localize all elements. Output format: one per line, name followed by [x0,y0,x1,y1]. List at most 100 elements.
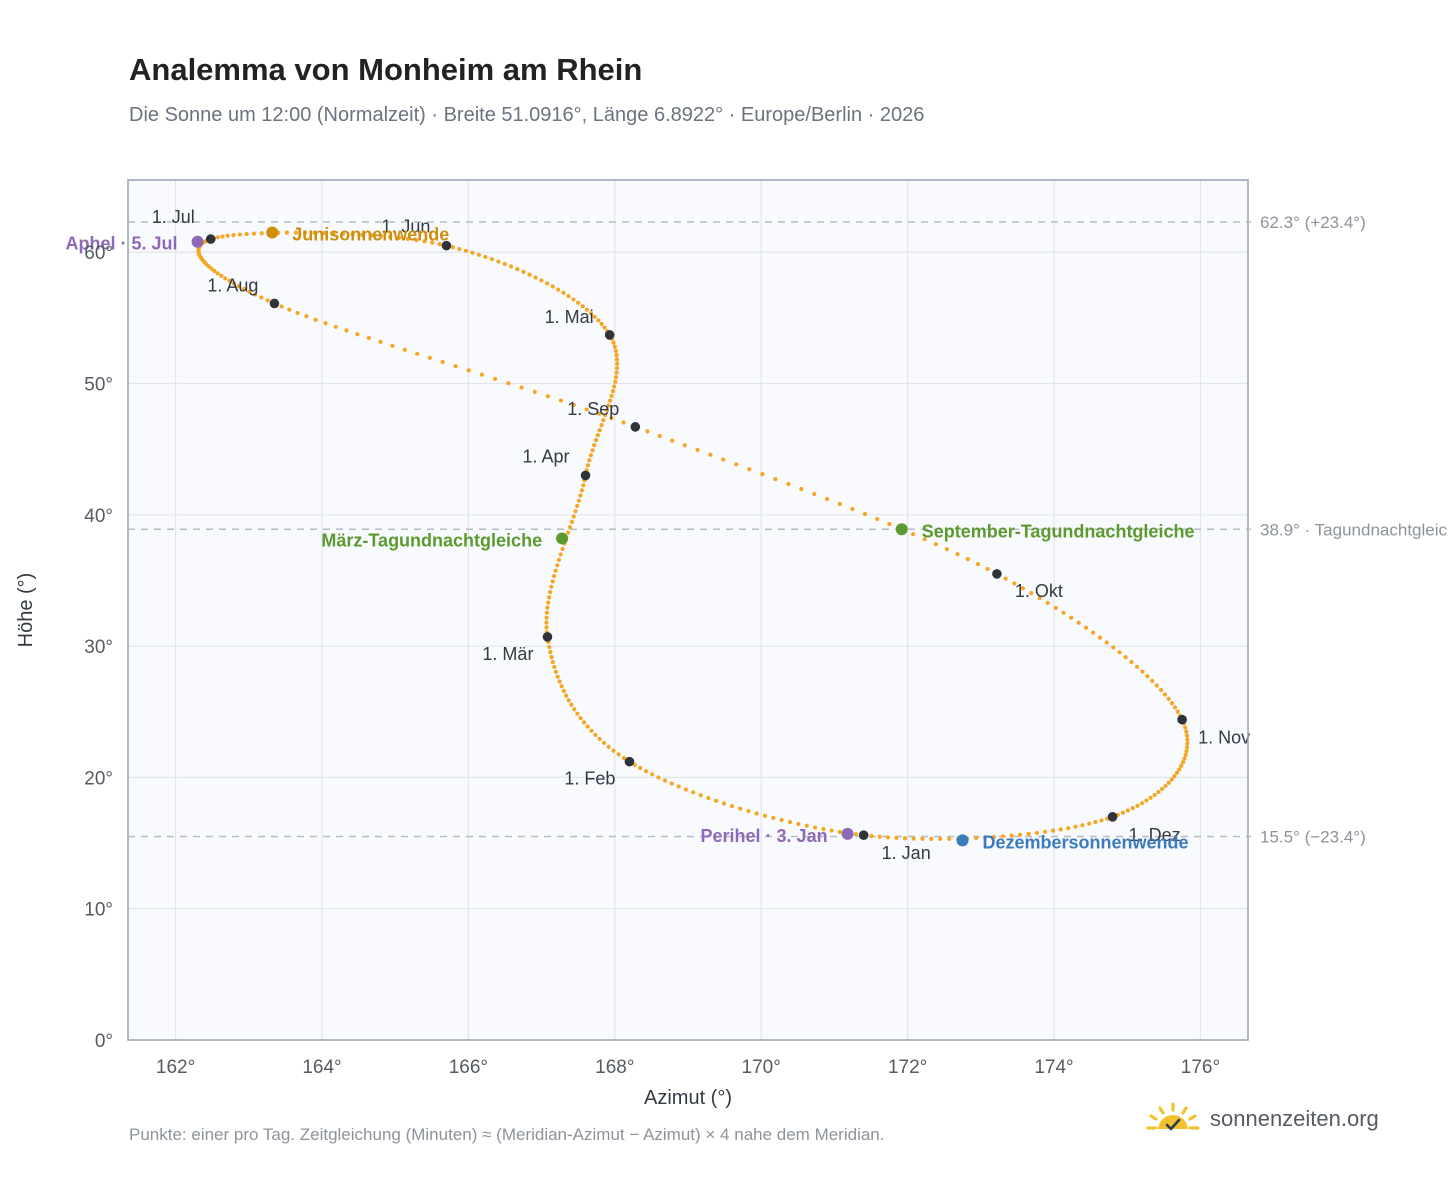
daily-sun-point [1184,729,1189,734]
daily-sun-point [259,231,264,236]
daily-sun-point [938,836,943,842]
daily-sun-point [567,525,573,530]
month-label: 1. Okt [1015,581,1063,601]
daily-sun-point [853,832,858,837]
x-tick-label: 170° [742,1057,781,1078]
daily-sun-point [585,463,591,468]
daily-sun-point [1156,789,1161,795]
daily-sun-point [596,411,602,416]
daily-sun-point [515,267,520,272]
daily-sun-point [1091,630,1096,635]
daily-sun-point [614,357,620,362]
daily-sun-point [597,736,602,742]
plot-frame [127,179,1249,1041]
month-marker [604,330,615,340]
daily-sun-point [643,769,649,774]
daily-sun-point [612,344,618,349]
daily-sun-point [584,307,590,312]
daily-sun-point [293,230,298,235]
month-label: 1. Feb [564,769,615,789]
month-label: 1. Nov [1198,728,1250,748]
daily-sun-point [933,542,938,547]
daily-sun-point [1009,833,1014,838]
daily-sun-point [259,295,264,300]
daily-sun-point [974,835,979,841]
month-label: 1. Aug [207,275,258,295]
daily-sun-point [1099,818,1104,823]
daily-sun-point [496,259,501,264]
daily-sun-point [295,310,300,316]
daily-sun-point [550,659,555,665]
daily-sun-point [602,325,607,330]
daily-sun-point [613,375,619,380]
daily-sun-point [578,715,583,721]
daily-sun-point [821,826,826,832]
event-marker [841,827,854,840]
daily-sun-point [244,231,249,237]
daily-sun-point [237,232,242,237]
daily-sun-point [422,239,427,244]
y-tick-label: 0° [95,1031,113,1052]
daily-sun-point [829,828,834,833]
daily-sun-point [323,321,328,326]
daily-sun-point [887,522,892,527]
daily-sun-point [1148,795,1153,800]
month-label: 1. Sep [567,399,619,419]
daily-sun-point [603,413,608,418]
daily-sun-point [561,290,566,295]
daily-sun-point [1184,733,1190,738]
daily-sun-point [975,561,981,567]
daily-sun-point [595,433,600,438]
x-tick-label: 162° [156,1057,195,1078]
daily-sun-point [608,398,613,403]
month-marker [580,470,591,481]
brand[interactable]: sonnenzeiten.org [1146,1102,1379,1136]
daily-sun-point [812,491,817,497]
daily-sun-point [615,361,620,366]
daily-sun-point [466,368,471,373]
daily-sun-point [877,834,882,839]
daily-sun-point [1179,763,1184,768]
daily-sun-point [1152,792,1157,798]
daily-sun-point [662,778,668,783]
daily-sun-point [606,744,611,749]
daily-sun-point [1172,705,1178,710]
daily-sun-point [227,278,232,283]
daily-sun-point [405,236,410,242]
daily-sun-point [1003,576,1008,581]
daily-sun-point [721,457,726,462]
daily-sun-point [355,332,360,337]
footnote: Punkte: einer pro Tag. Zeitgleichung (Mi… [129,1125,885,1144]
daily-sun-point [734,462,739,467]
daily-sun-point [548,650,553,655]
daily-sun-point [708,452,713,457]
daily-sun-point [613,348,619,354]
daily-sun-point [601,740,607,746]
month-marker [630,422,641,432]
daily-sun-point [333,324,338,329]
daily-sun-point [390,343,395,348]
daily-sun-point [231,233,236,238]
daily-sun-point [1120,810,1126,815]
sun-check-icon [1146,1102,1200,1132]
daily-sun-point [773,476,778,482]
month-label: 1. Jun [381,217,430,237]
daily-sun-point [1058,827,1063,832]
daily-sun-point [1026,831,1031,836]
daily-sun-point [1166,696,1171,702]
daily-sun-point [493,376,498,381]
daily-sun-point [1080,823,1085,828]
daily-sun-point [1139,801,1145,806]
daily-sun-point [571,514,576,519]
daily-sun-point [545,605,550,610]
daily-sun-point [219,273,224,278]
daily-sun-point [771,815,776,821]
daily-sun-point [215,235,220,240]
daily-sun-point [1177,767,1182,772]
daily-sun-point [612,384,617,389]
daily-sun-point [223,276,228,281]
daily-sun-point [321,230,326,236]
daily-sun-point [1150,678,1155,684]
daily-sun-point [902,836,908,841]
